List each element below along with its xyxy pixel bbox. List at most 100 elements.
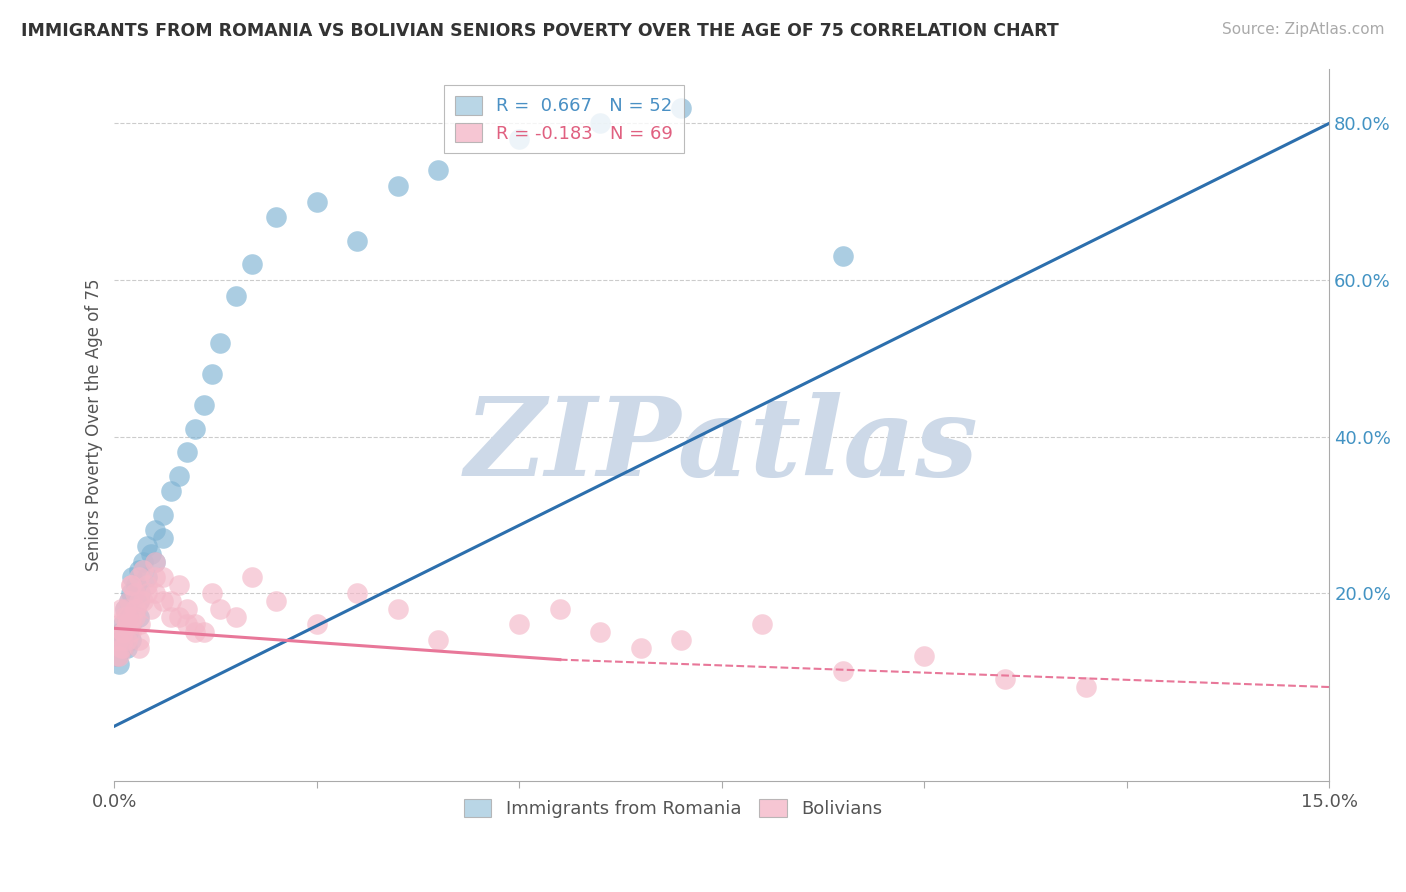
Point — [111, 625, 134, 640]
Point — [129, 586, 152, 600]
Point — [184, 422, 207, 436]
Point — [671, 101, 693, 115]
Point — [118, 594, 141, 608]
Point — [121, 570, 143, 584]
Point — [225, 288, 247, 302]
Point — [128, 640, 150, 655]
Point — [132, 594, 155, 608]
Point — [128, 594, 150, 608]
Point — [225, 609, 247, 624]
Point — [167, 609, 190, 624]
Point — [193, 625, 215, 640]
Point — [152, 570, 174, 584]
Point — [152, 508, 174, 522]
Point — [508, 132, 530, 146]
Point — [200, 586, 222, 600]
Point — [143, 524, 166, 538]
Text: IMMIGRANTS FROM ROMANIA VS BOLIVIAN SENIORS POVERTY OVER THE AGE OF 75 CORRELATI: IMMIGRANTS FROM ROMANIA VS BOLIVIAN SENI… — [21, 22, 1059, 40]
Point — [124, 586, 146, 600]
Point — [125, 578, 148, 592]
Point — [240, 570, 263, 584]
Point — [167, 468, 190, 483]
Legend: Immigrants from Romania, Bolivians: Immigrants from Romania, Bolivians — [457, 791, 890, 825]
Point — [120, 617, 142, 632]
Point — [240, 257, 263, 271]
Point — [128, 570, 150, 584]
Point — [184, 625, 207, 640]
Point — [120, 578, 142, 592]
Point — [193, 398, 215, 412]
Text: Source: ZipAtlas.com: Source: ZipAtlas.com — [1222, 22, 1385, 37]
Point — [105, 648, 128, 663]
Point — [124, 609, 146, 624]
Point — [139, 601, 162, 615]
Point — [118, 594, 141, 608]
Point — [266, 211, 288, 225]
Point — [200, 367, 222, 381]
Point — [346, 586, 368, 600]
Point — [120, 586, 142, 600]
Point — [115, 609, 138, 624]
Point — [108, 648, 131, 663]
Point — [176, 445, 198, 459]
Point — [589, 625, 612, 640]
Point — [184, 617, 207, 632]
Point — [121, 609, 143, 624]
Point — [111, 625, 134, 640]
Point — [110, 640, 132, 655]
Point — [266, 594, 288, 608]
Point — [114, 601, 136, 615]
Point — [105, 648, 128, 663]
Point — [112, 609, 135, 624]
Point — [387, 601, 409, 615]
Point — [132, 563, 155, 577]
Point — [111, 617, 134, 632]
Point — [135, 570, 157, 584]
Point — [118, 609, 141, 624]
Point — [128, 609, 150, 624]
Point — [427, 163, 450, 178]
Point — [176, 617, 198, 632]
Point — [107, 633, 129, 648]
Point — [107, 633, 129, 648]
Point — [128, 563, 150, 577]
Point — [143, 570, 166, 584]
Point — [115, 609, 138, 624]
Point — [120, 625, 142, 640]
Point — [160, 484, 183, 499]
Point — [630, 640, 652, 655]
Point — [128, 594, 150, 608]
Point — [346, 234, 368, 248]
Point — [427, 633, 450, 648]
Point — [143, 555, 166, 569]
Point — [387, 178, 409, 193]
Point — [305, 617, 328, 632]
Point — [208, 601, 231, 615]
Point — [111, 640, 134, 655]
Point — [120, 578, 142, 592]
Point — [111, 625, 134, 640]
Point — [160, 609, 183, 624]
Point — [208, 335, 231, 350]
Point — [110, 601, 132, 615]
Point — [167, 578, 190, 592]
Point — [124, 601, 146, 615]
Point — [139, 547, 162, 561]
Point — [135, 586, 157, 600]
Point — [108, 617, 131, 632]
Point — [124, 601, 146, 615]
Point — [176, 601, 198, 615]
Point — [152, 531, 174, 545]
Y-axis label: Seniors Poverty Over the Age of 75: Seniors Poverty Over the Age of 75 — [86, 278, 103, 571]
Point — [112, 633, 135, 648]
Point — [124, 586, 146, 600]
Point — [1076, 680, 1098, 694]
Point — [671, 633, 693, 648]
Point — [135, 539, 157, 553]
Point — [108, 640, 131, 655]
Point — [110, 625, 132, 640]
Point — [129, 617, 152, 632]
Point — [128, 633, 150, 648]
Point — [114, 601, 136, 615]
Point — [589, 116, 612, 130]
